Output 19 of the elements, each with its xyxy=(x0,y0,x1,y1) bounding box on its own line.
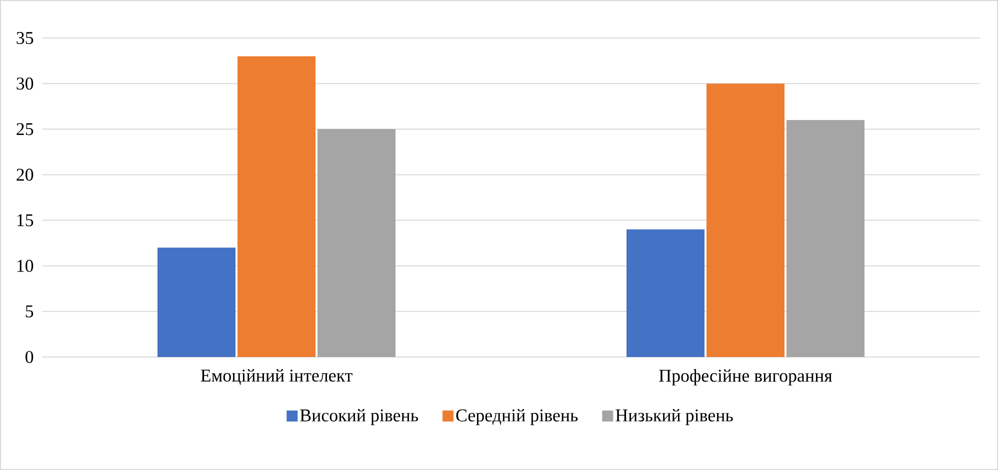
bar xyxy=(158,248,236,357)
bar xyxy=(706,84,785,357)
legend-label: Середній рівень xyxy=(456,409,578,426)
y-tick-label: 0 xyxy=(26,350,34,364)
x-tick-label: Професійне вигорання xyxy=(659,369,832,386)
legend-label: Високий рівень xyxy=(300,409,418,426)
y-tick-label: 15 xyxy=(17,214,34,226)
bar xyxy=(786,120,865,357)
y-tick-label: 5 xyxy=(26,305,34,318)
bar xyxy=(626,229,705,357)
y-tick-label: 10 xyxy=(17,260,34,272)
y-tick-label: 30 xyxy=(16,78,34,90)
bar xyxy=(238,56,316,357)
legend-label: Низький рівень xyxy=(616,409,733,426)
y-tick-label: 20 xyxy=(16,168,34,181)
y-tick-label: 35 xyxy=(16,32,34,44)
y-tick-label: 25 xyxy=(16,123,34,136)
bar xyxy=(317,129,396,357)
x-tick-label: Емоційний інтелект xyxy=(200,369,352,385)
